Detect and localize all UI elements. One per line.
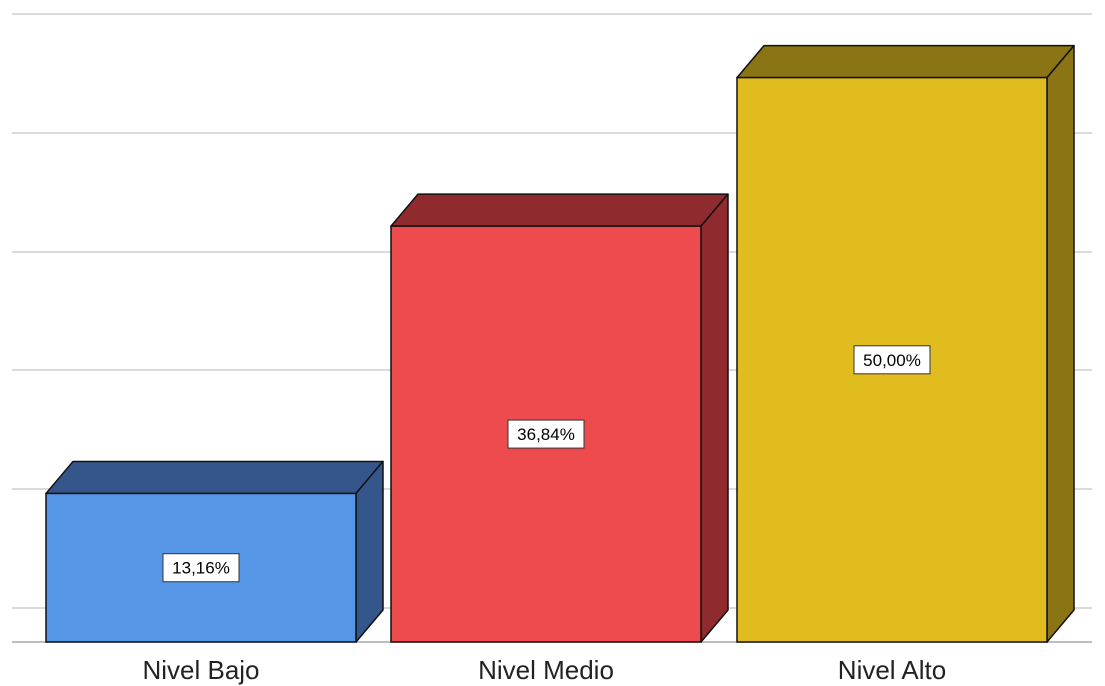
x-tick-label: Nivel Medio bbox=[478, 655, 614, 685]
bar-top-face bbox=[45, 460, 384, 495]
bar-nivel-bajo: 13,16% bbox=[45, 460, 384, 643]
x-tick-labels: Nivel Bajo Nivel Medio Nivel Alto bbox=[142, 655, 946, 685]
x-tick-label: Nivel Alto bbox=[838, 655, 946, 685]
data-label: 36,84% bbox=[517, 425, 575, 444]
bar-top-face bbox=[390, 193, 729, 227]
bar-nivel-alto: 50,00% bbox=[736, 44, 1075, 643]
bar-nivel-medio: 36,84% bbox=[390, 193, 729, 643]
bar-side-face bbox=[355, 460, 384, 643]
bar-side-face bbox=[1046, 44, 1075, 643]
bars: 13,16% 36,84% 50,00% bbox=[45, 44, 1075, 643]
data-label-box bbox=[853, 345, 931, 375]
bar-side-face bbox=[700, 193, 729, 643]
bar-top-face bbox=[736, 44, 1075, 79]
data-label: 13,16% bbox=[172, 559, 230, 578]
data-label-box bbox=[507, 419, 585, 449]
data-label: 50,00% bbox=[863, 351, 921, 370]
data-label-box bbox=[162, 553, 240, 583]
x-tick-label: Nivel Bajo bbox=[142, 655, 259, 685]
